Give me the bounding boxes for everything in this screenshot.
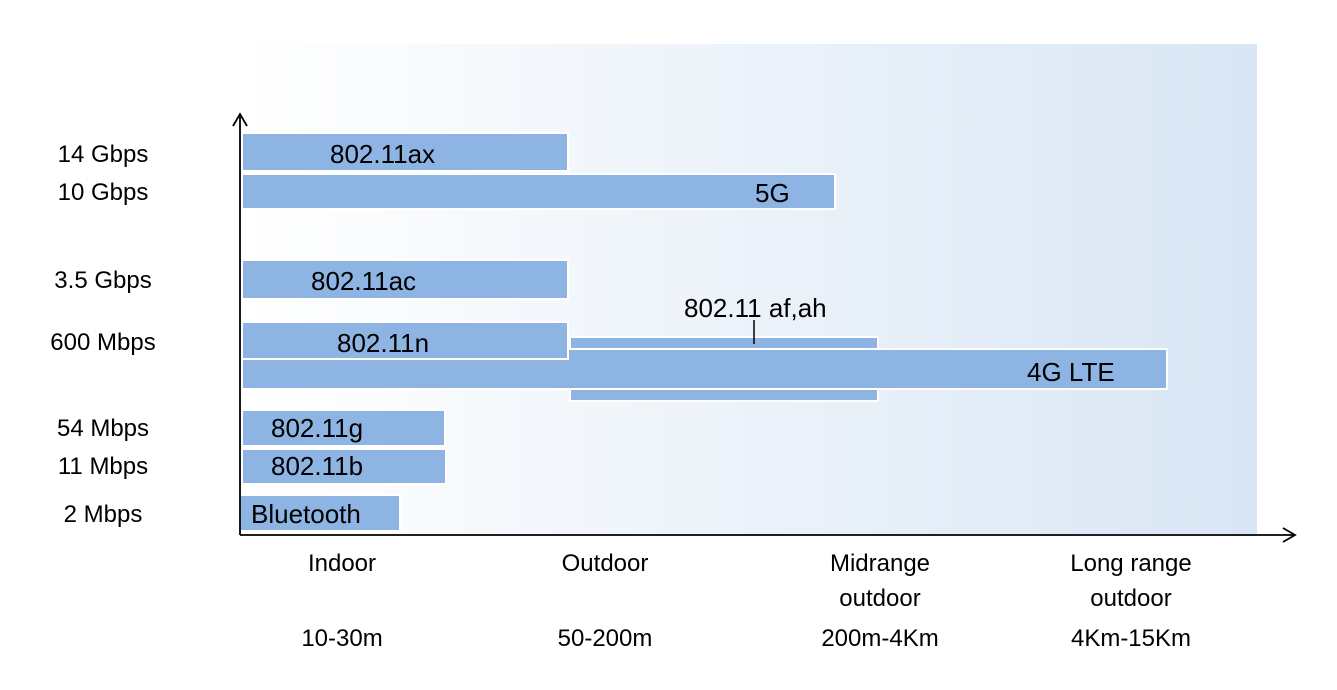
y-tick-label: 54 Mbps xyxy=(57,415,149,442)
y-axis-arrow-icon xyxy=(232,112,248,127)
x-range-label: 10-30m xyxy=(301,625,382,652)
axes-layer xyxy=(232,112,1297,543)
bar-label-802-11ax: 802.11ax xyxy=(330,139,435,169)
x-category-label: Indoor xyxy=(308,550,376,577)
bar-label-802-11b: 802.11b xyxy=(271,451,363,481)
y-tick-labels: 14 Gbps 10 Gbps 3.5 Gbps 600 Mbps 54 Mbps 11 … xyxy=(50,141,155,528)
bar-802-11ax xyxy=(241,132,569,172)
bar-label-802-11-af-ah: 802.11 af,ah xyxy=(684,293,827,323)
bar-labels: 802.11ax 5G 802.11ac 802.11n 802.11 af,ah 4G … xyxy=(251,139,1115,529)
x-category-label: Long range outdoor xyxy=(1070,550,1191,612)
y-tick-label: 14 Gbps xyxy=(58,141,149,168)
y-tick-label: 600 Mbps xyxy=(50,329,155,356)
bar-802-11n xyxy=(241,321,569,360)
x-range-label: 50-200m xyxy=(558,625,653,652)
y-tick-label: 3.5 Gbps xyxy=(54,267,151,294)
bar-802-11g xyxy=(241,409,446,447)
x-range-label: 4Km-15Km xyxy=(1071,625,1191,652)
bar-label-802-11g: 802.11g xyxy=(271,413,363,443)
x-range-label: 200m-4Km xyxy=(821,625,938,652)
bar-802-11ac xyxy=(241,259,569,300)
bar-label-4g-lte: 4G LTE xyxy=(1027,357,1115,387)
y-tick-label: 11 Mbps xyxy=(58,453,148,480)
bar-label-802-11n: 802.11n xyxy=(337,328,429,358)
y-tick-label: 2 Mbps xyxy=(64,501,143,528)
bar-label-bluetooth: Bluetooth xyxy=(251,499,361,529)
x-category-label: Midrange outdoor xyxy=(830,550,930,612)
bar-label-802-11ac: 802.11ac xyxy=(311,266,416,296)
y-tick-label: 10 Gbps xyxy=(58,179,149,206)
bars-layer xyxy=(239,132,1168,532)
bar-5g xyxy=(241,173,836,210)
bar-802-11b xyxy=(241,448,447,485)
x-axis-arrow-icon xyxy=(1282,527,1297,543)
x-category-label: Outdoor xyxy=(562,550,649,577)
bar-label-5g: 5G xyxy=(755,178,790,208)
x-category-labels: Indoor 10-30m Midrange outdoor 200m-4Km Outdo… xyxy=(301,550,1191,652)
